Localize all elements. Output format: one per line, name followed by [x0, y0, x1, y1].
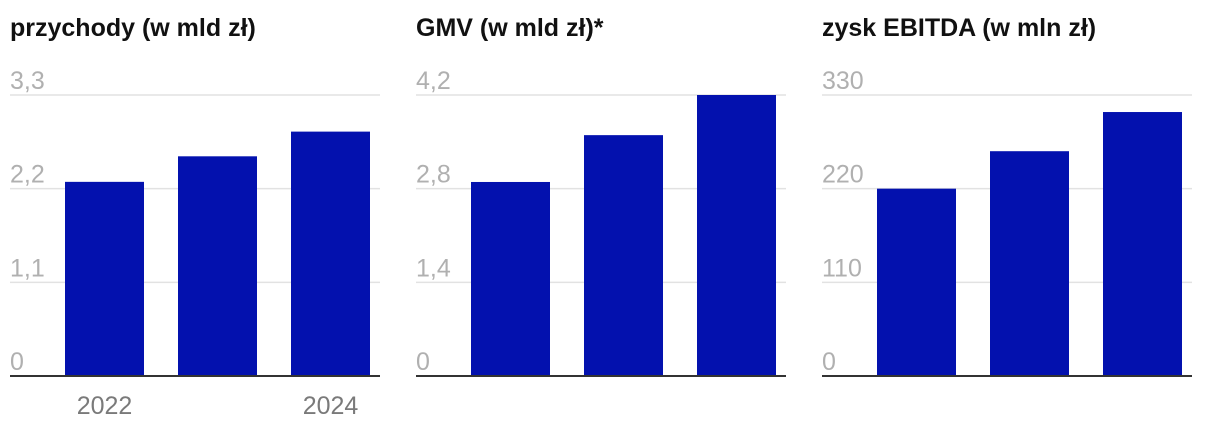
y-tick-label: 2,8	[416, 161, 451, 189]
x-tick-label: 2022	[77, 392, 133, 420]
y-tick-label: 110	[822, 254, 862, 282]
y-tick-label: 2,2	[10, 161, 45, 189]
y-tick-label: 330	[822, 67, 864, 95]
ebitda-chart-panel: zysk EBITDA (w mln zł) 0 110 220 330	[822, 0, 1202, 432]
bar-2023	[990, 151, 1069, 376]
revenue-chart-title: przychody (w mld zł)	[10, 14, 256, 42]
ebitda-chart-title: zysk EBITDA (w mln zł)	[822, 14, 1097, 42]
bar-2022	[877, 188, 956, 376]
y-tick-label: 1,4	[416, 254, 451, 282]
ebitda-chart: 0 110 220 330	[822, 67, 1192, 377]
bar-2022	[65, 181, 144, 376]
y-tick-label: 3,3	[10, 67, 45, 95]
gmv-chart-title: GMV (w mld zł)*	[416, 14, 604, 42]
bar-2024	[291, 131, 370, 376]
y-tick-label: 0	[10, 348, 24, 376]
bar-2022	[471, 181, 550, 376]
y-tick-label: 1,1	[10, 254, 45, 282]
x-tick-label: 2024	[303, 392, 359, 420]
y-tick-label: 0	[822, 348, 836, 376]
y-tick-label: 4,2	[416, 67, 451, 95]
revenue-chart: 0 1,1 2,2 3,3 2022 2024	[10, 67, 380, 420]
bar-2023	[178, 156, 257, 376]
y-tick-label: 0	[416, 348, 430, 376]
revenue-chart-panel: przychody (w mld zł) 0 1,1 2,2 3,3 2022 2024	[10, 0, 390, 432]
gmv-chart-panel: GMV (w mld zł)* 0 1,4 2,8 4,2	[416, 0, 796, 432]
gmv-chart: 0 1,4 2,8 4,2	[416, 67, 786, 377]
y-tick-label: 220	[822, 161, 864, 189]
bar-2024	[697, 95, 776, 376]
bar-2023	[584, 135, 663, 376]
bar-2024	[1103, 112, 1182, 376]
